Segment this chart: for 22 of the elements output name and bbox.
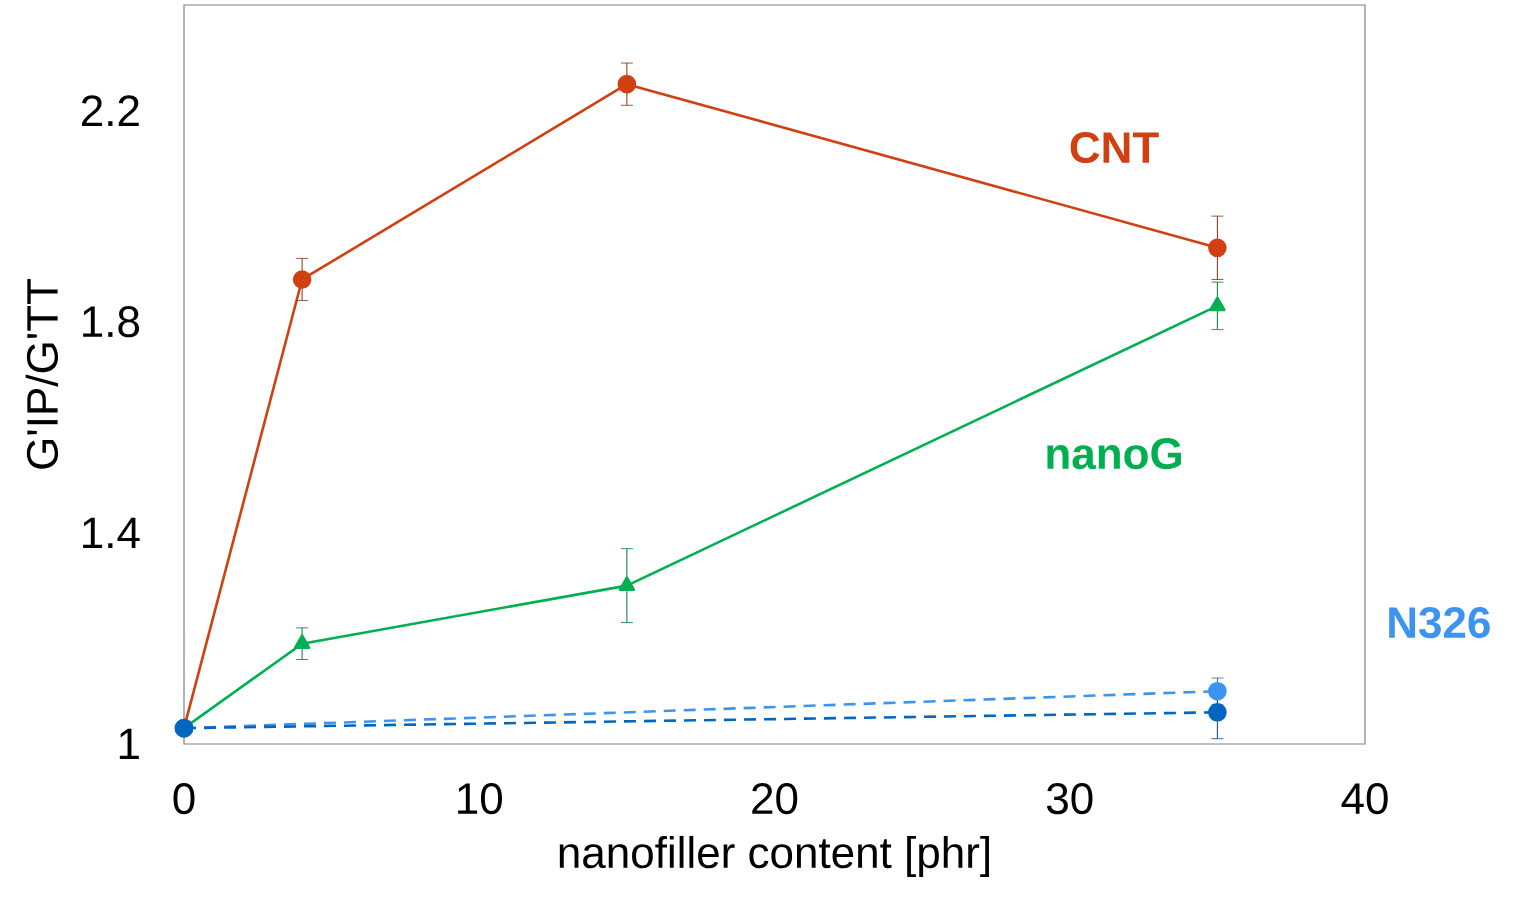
y-tick-label: 1.4: [83, 517, 140, 548]
point: [1208, 681, 1227, 701]
point: [292, 270, 312, 289]
text: N326: [1389, 606, 1490, 639]
point: [1209, 296, 1226, 312]
y-tick-label: 1.8: [83, 306, 140, 338]
series-label: nanoG: [1047, 438, 1181, 470]
y-tick-label: 1: [119, 728, 139, 760]
x-tick-label: 30: [1046, 783, 1093, 815]
point: [617, 74, 637, 94]
x-tick-label: 0: [173, 783, 195, 815]
point: [1208, 703, 1227, 722]
series-label: CNT: [1070, 131, 1159, 164]
point: [618, 576, 636, 591]
point: [1208, 238, 1227, 258]
point: [293, 634, 311, 649]
x-tick-label: 40: [1341, 783, 1388, 815]
y-tick-label: 2.2: [82, 95, 139, 126]
y-axis-title: G'IP/G'TT: [25, 279, 59, 469]
x-tick-label: 20: [752, 783, 798, 815]
x-axis-title: nanofiller content [phr]: [559, 835, 989, 877]
x-tick-label: 10: [458, 783, 502, 815]
